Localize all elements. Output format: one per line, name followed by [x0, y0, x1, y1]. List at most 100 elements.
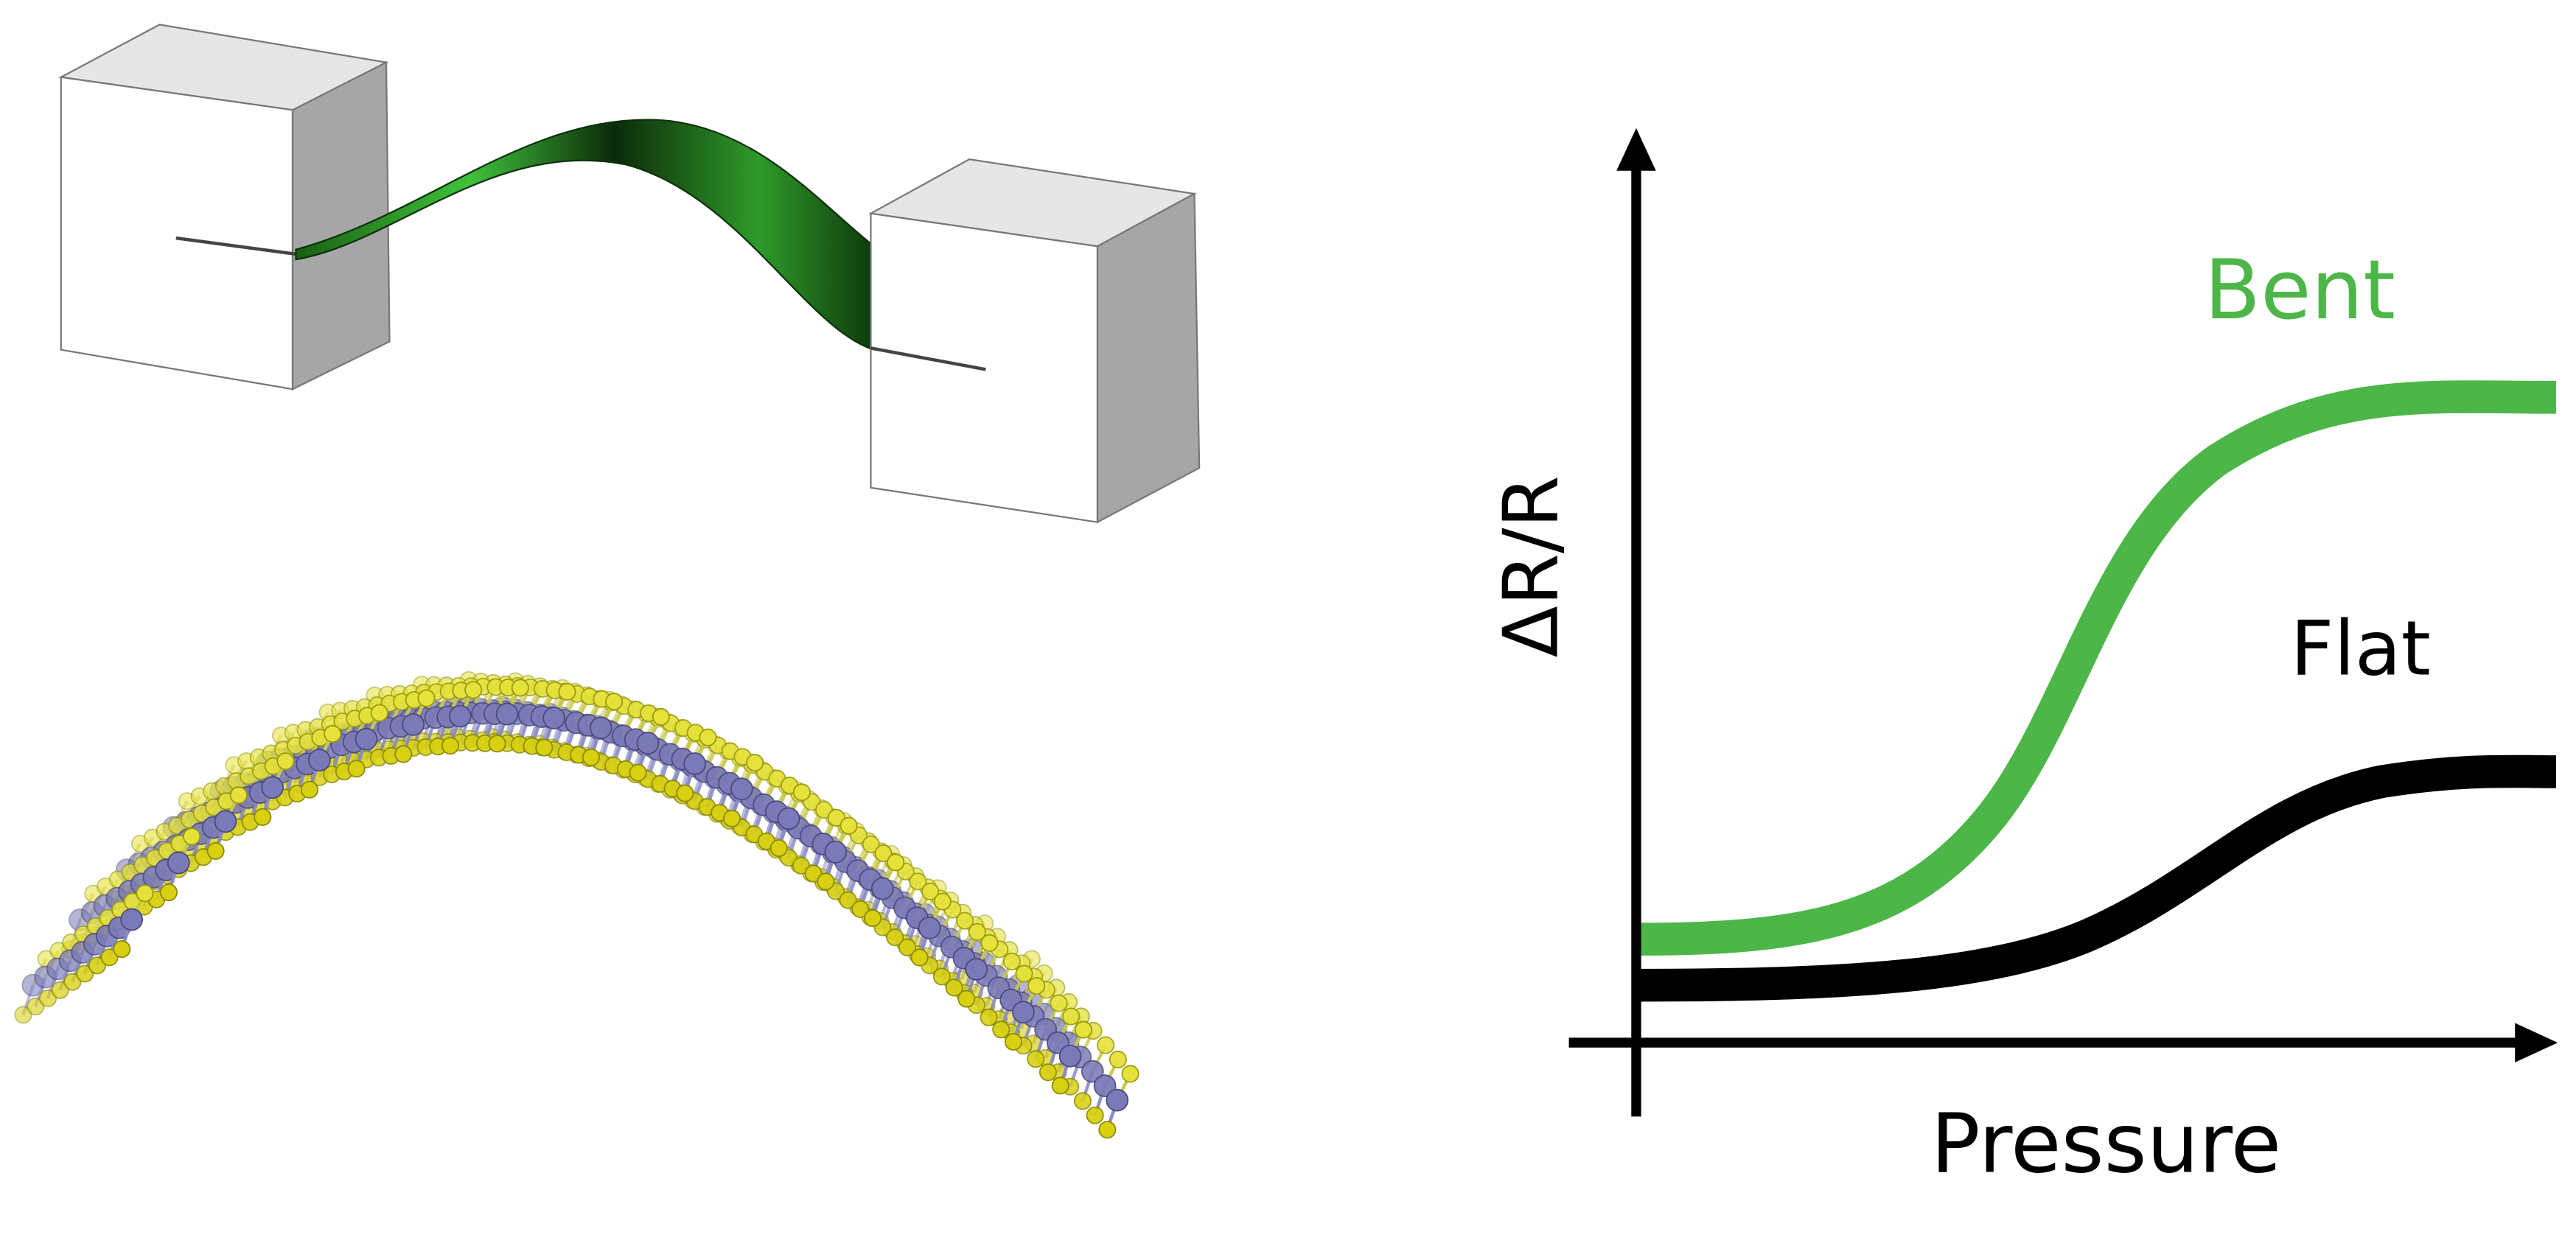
- metal-atom: [1106, 1088, 1129, 1112]
- sulfur-atom: [1027, 977, 1046, 995]
- sulfur-atom: [910, 948, 929, 967]
- sulfur-atom: [968, 922, 986, 941]
- sulfur-atom: [746, 754, 764, 772]
- metal-atom: [120, 908, 143, 931]
- sulfur-atom: [945, 978, 963, 997]
- y-axis-label: ΔR/R: [1487, 475, 1575, 657]
- sulfur-atom: [441, 737, 459, 755]
- sulfur-atom: [957, 990, 976, 1008]
- metal-atom: [495, 702, 519, 726]
- sulfur-atom: [558, 682, 576, 701]
- metal-atom: [355, 727, 378, 751]
- metal-atom: [167, 851, 190, 875]
- lattice: [14, 670, 1139, 1139]
- x-axis-label: Pressure: [1930, 1097, 2281, 1192]
- sulfur-atom: [1062, 1007, 1081, 1026]
- sulfur-atom: [347, 760, 366, 778]
- sulfur-atom: [113, 940, 131, 959]
- cube-side: [291, 60, 391, 391]
- sulfur-atom: [992, 1020, 1010, 1039]
- sulfur-atom: [792, 783, 811, 802]
- bent-curve: [1639, 380, 2556, 956]
- sulfur-atom: [1004, 1032, 1023, 1051]
- sulfur-atom: [804, 864, 823, 883]
- sulfur-atom: [1027, 1050, 1045, 1068]
- flat-label: Flat: [2291, 605, 2431, 693]
- y-arrow: [1616, 127, 1656, 171]
- metal-atom: [777, 807, 800, 830]
- sulfur-atom: [1074, 1020, 1092, 1039]
- sulfur-atom: [887, 853, 905, 872]
- sulfur-atom: [817, 872, 835, 891]
- metal-atom: [870, 877, 894, 900]
- sulfur-atom: [932, 967, 951, 986]
- flat-curve: [1639, 754, 2556, 1002]
- metal-atom: [918, 916, 941, 939]
- metal-atom: [1093, 1074, 1117, 1097]
- sulfur-atom: [652, 707, 670, 726]
- sulfur-atom: [862, 835, 880, 853]
- sulfur-atom: [1098, 1121, 1117, 1139]
- sulfur-atom: [1073, 1092, 1092, 1110]
- sulfur-atom: [792, 856, 810, 875]
- sulfur-atom: [300, 780, 318, 799]
- metal-atom: [542, 707, 566, 729]
- sulfur-atom: [839, 891, 857, 909]
- sulfur-atom: [1109, 1050, 1127, 1068]
- sulfur-atom: [676, 784, 694, 802]
- sulfur-atom: [100, 948, 119, 967]
- sulfur-atom: [1051, 1076, 1069, 1095]
- metal-atom: [261, 776, 285, 799]
- metal-atom: [1012, 1001, 1035, 1024]
- metal-atom: [448, 704, 472, 728]
- sulfur-atom: [63, 973, 82, 991]
- sulfur-atom: [27, 998, 45, 1016]
- sulfur-atom: [370, 704, 388, 722]
- sulfur-atom: [1039, 1063, 1058, 1082]
- metal-atom: [214, 810, 237, 833]
- sulfur-atom: [464, 681, 483, 699]
- sulfur-atom: [394, 745, 413, 763]
- sulfur-atom: [38, 989, 57, 1007]
- sulfur-atom: [956, 911, 974, 930]
- sulfur-atom: [863, 909, 882, 928]
- metal-atom: [589, 716, 612, 740]
- sulfur-atom: [886, 928, 904, 947]
- sulfur-atom: [417, 689, 436, 707]
- wire: [870, 346, 986, 371]
- sulfur-atom: [582, 748, 600, 766]
- sulfur-atom: [136, 884, 154, 903]
- sulfur-atom: [1086, 1106, 1104, 1124]
- sulfur-atom: [827, 808, 845, 827]
- x-arrow: [2515, 1023, 2558, 1062]
- sulfur-atom: [229, 786, 248, 805]
- metal-atom: [683, 752, 707, 775]
- sulfur-atom: [909, 872, 927, 891]
- sulfur-atom: [933, 892, 952, 911]
- sulfur-atom: [276, 752, 295, 771]
- sulfur-atom: [1002, 952, 1021, 970]
- sulfur-atom: [898, 938, 916, 956]
- sulfur-atom: [699, 728, 717, 746]
- sulfur-atom: [88, 956, 106, 975]
- sulfur-atom: [159, 883, 178, 902]
- sulfur-atom: [1015, 964, 1033, 983]
- metal-atom: [1058, 1044, 1082, 1068]
- sulfur-atom: [535, 738, 554, 757]
- bent-label: Bent: [2205, 243, 2395, 338]
- sulfur-atom: [324, 724, 342, 743]
- sulfur-atom: [605, 693, 624, 711]
- cube-front: [60, 76, 294, 391]
- sulfur-atom: [183, 827, 201, 846]
- sulfur-atom: [722, 809, 741, 827]
- sulfur-atom: [488, 735, 506, 753]
- sulfur-atom: [921, 882, 940, 901]
- sulfur-atom: [254, 808, 272, 826]
- sulfur-atom: [980, 1008, 998, 1026]
- sulfur-atom: [851, 900, 870, 918]
- metal-atom: [1081, 1060, 1104, 1083]
- sulfur-atom: [629, 763, 647, 782]
